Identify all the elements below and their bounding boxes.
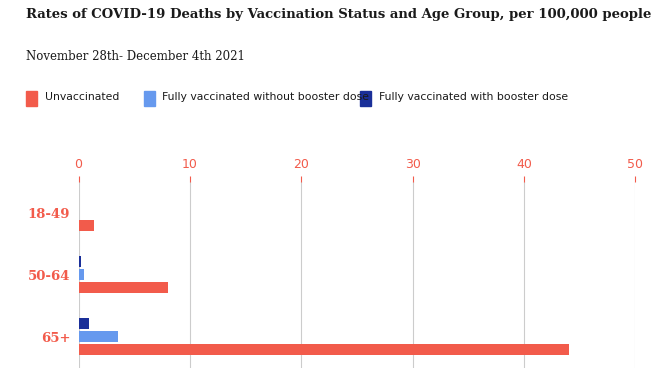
Bar (79, 256, 81, 267)
Text: Fully vaccinated without booster dose: Fully vaccinated without booster dose (162, 92, 369, 102)
Text: Fully vaccinated with booster dose: Fully vaccinated with booster dose (379, 92, 568, 102)
Bar (79, 282, 168, 293)
Bar (79, 318, 88, 329)
Text: Rates of COVID-19 Deaths by Vaccination Status and Age Group, per 100,000 people: Rates of COVID-19 Deaths by Vaccination … (26, 8, 652, 21)
Text: Unvaccinated: Unvaccinated (45, 92, 119, 102)
Bar (79, 220, 94, 231)
Bar (79, 344, 569, 355)
Bar (79, 269, 84, 280)
Bar (79, 331, 118, 342)
Text: November 28th- December 4th 2021: November 28th- December 4th 2021 (26, 50, 245, 63)
